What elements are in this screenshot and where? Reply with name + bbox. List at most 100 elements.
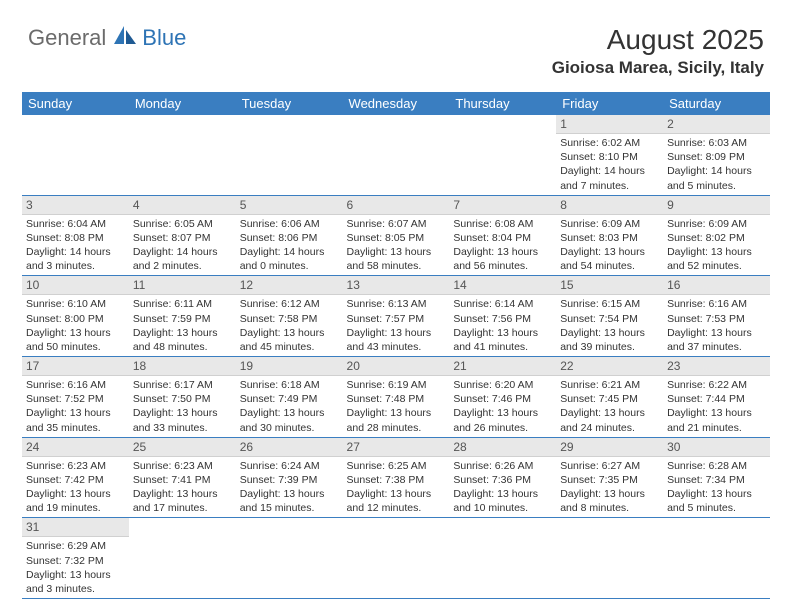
day-number: 20 bbox=[343, 357, 450, 376]
calendar-cell-empty bbox=[449, 115, 556, 195]
location-text: Gioiosa Marea, Sicily, Italy bbox=[552, 58, 764, 78]
day-content: Sunrise: 6:17 AMSunset: 7:50 PMDaylight:… bbox=[129, 376, 236, 437]
calendar-cell: 10Sunrise: 6:10 AMSunset: 8:00 PMDayligh… bbox=[22, 276, 129, 357]
day-number: 30 bbox=[663, 438, 770, 457]
weekday-header: Monday bbox=[129, 92, 236, 115]
weekday-header: Saturday bbox=[663, 92, 770, 115]
calendar-cell-empty bbox=[236, 518, 343, 599]
weekday-header: Wednesday bbox=[343, 92, 450, 115]
brand-text-gray: General bbox=[28, 25, 106, 51]
calendar-cell: 13Sunrise: 6:13 AMSunset: 7:57 PMDayligh… bbox=[343, 276, 450, 357]
calendar-row: 1Sunrise: 6:02 AMSunset: 8:10 PMDaylight… bbox=[22, 115, 770, 195]
calendar-cell: 22Sunrise: 6:21 AMSunset: 7:45 PMDayligh… bbox=[556, 357, 663, 438]
day-content: Sunrise: 6:29 AMSunset: 7:32 PMDaylight:… bbox=[22, 537, 129, 598]
day-number: 27 bbox=[343, 438, 450, 457]
calendar-body: 1Sunrise: 6:02 AMSunset: 8:10 PMDaylight… bbox=[22, 115, 770, 599]
day-number: 7 bbox=[449, 196, 556, 215]
calendar-cell: 2Sunrise: 6:03 AMSunset: 8:09 PMDaylight… bbox=[663, 115, 770, 195]
day-number: 18 bbox=[129, 357, 236, 376]
day-content: Sunrise: 6:26 AMSunset: 7:36 PMDaylight:… bbox=[449, 457, 556, 518]
day-content: Sunrise: 6:14 AMSunset: 7:56 PMDaylight:… bbox=[449, 295, 556, 356]
calendar-cell-empty bbox=[343, 518, 450, 599]
weekday-header: Friday bbox=[556, 92, 663, 115]
calendar-row: 3Sunrise: 6:04 AMSunset: 8:08 PMDaylight… bbox=[22, 195, 770, 276]
day-number: 17 bbox=[22, 357, 129, 376]
day-content: Sunrise: 6:05 AMSunset: 8:07 PMDaylight:… bbox=[129, 215, 236, 276]
header: General Blue August 2025 Gioiosa Marea, … bbox=[0, 0, 792, 86]
day-number: 10 bbox=[22, 276, 129, 295]
day-number: 29 bbox=[556, 438, 663, 457]
brand-text-blue: Blue bbox=[142, 25, 186, 51]
calendar-cell-empty bbox=[236, 115, 343, 195]
calendar-cell: 27Sunrise: 6:25 AMSunset: 7:38 PMDayligh… bbox=[343, 437, 450, 518]
calendar-cell: 12Sunrise: 6:12 AMSunset: 7:58 PMDayligh… bbox=[236, 276, 343, 357]
day-number: 31 bbox=[22, 518, 129, 537]
calendar-cell: 26Sunrise: 6:24 AMSunset: 7:39 PMDayligh… bbox=[236, 437, 343, 518]
day-number: 22 bbox=[556, 357, 663, 376]
day-number: 16 bbox=[663, 276, 770, 295]
weekday-header: Tuesday bbox=[236, 92, 343, 115]
month-title: August 2025 bbox=[552, 24, 764, 56]
day-content: Sunrise: 6:23 AMSunset: 7:42 PMDaylight:… bbox=[22, 457, 129, 518]
day-content: Sunrise: 6:21 AMSunset: 7:45 PMDaylight:… bbox=[556, 376, 663, 437]
calendar-cell: 28Sunrise: 6:26 AMSunset: 7:36 PMDayligh… bbox=[449, 437, 556, 518]
calendar-cell: 18Sunrise: 6:17 AMSunset: 7:50 PMDayligh… bbox=[129, 357, 236, 438]
day-content: Sunrise: 6:02 AMSunset: 8:10 PMDaylight:… bbox=[556, 134, 663, 195]
calendar-table: SundayMondayTuesdayWednesdayThursdayFrid… bbox=[22, 92, 770, 599]
day-content: Sunrise: 6:25 AMSunset: 7:38 PMDaylight:… bbox=[343, 457, 450, 518]
brand-logo: General Blue bbox=[28, 24, 186, 51]
day-content: Sunrise: 6:20 AMSunset: 7:46 PMDaylight:… bbox=[449, 376, 556, 437]
calendar-row: 10Sunrise: 6:10 AMSunset: 8:00 PMDayligh… bbox=[22, 276, 770, 357]
calendar-row: 17Sunrise: 6:16 AMSunset: 7:52 PMDayligh… bbox=[22, 357, 770, 438]
calendar-cell: 30Sunrise: 6:28 AMSunset: 7:34 PMDayligh… bbox=[663, 437, 770, 518]
day-number: 26 bbox=[236, 438, 343, 457]
calendar-cell: 5Sunrise: 6:06 AMSunset: 8:06 PMDaylight… bbox=[236, 195, 343, 276]
day-number: 14 bbox=[449, 276, 556, 295]
day-content: Sunrise: 6:22 AMSunset: 7:44 PMDaylight:… bbox=[663, 376, 770, 437]
day-number: 24 bbox=[22, 438, 129, 457]
weekday-header: Thursday bbox=[449, 92, 556, 115]
weekday-header: Sunday bbox=[22, 92, 129, 115]
day-content: Sunrise: 6:27 AMSunset: 7:35 PMDaylight:… bbox=[556, 457, 663, 518]
calendar-cell: 15Sunrise: 6:15 AMSunset: 7:54 PMDayligh… bbox=[556, 276, 663, 357]
calendar-cell-empty bbox=[129, 115, 236, 195]
day-content: Sunrise: 6:15 AMSunset: 7:54 PMDaylight:… bbox=[556, 295, 663, 356]
day-number: 19 bbox=[236, 357, 343, 376]
day-number: 28 bbox=[449, 438, 556, 457]
day-number: 6 bbox=[343, 196, 450, 215]
calendar-cell: 9Sunrise: 6:09 AMSunset: 8:02 PMDaylight… bbox=[663, 195, 770, 276]
day-content: Sunrise: 6:06 AMSunset: 8:06 PMDaylight:… bbox=[236, 215, 343, 276]
day-content: Sunrise: 6:08 AMSunset: 8:04 PMDaylight:… bbox=[449, 215, 556, 276]
calendar-cell: 7Sunrise: 6:08 AMSunset: 8:04 PMDaylight… bbox=[449, 195, 556, 276]
day-content: Sunrise: 6:04 AMSunset: 8:08 PMDaylight:… bbox=[22, 215, 129, 276]
calendar-cell-empty bbox=[556, 518, 663, 599]
day-content: Sunrise: 6:13 AMSunset: 7:57 PMDaylight:… bbox=[343, 295, 450, 356]
day-content: Sunrise: 6:09 AMSunset: 8:03 PMDaylight:… bbox=[556, 215, 663, 276]
day-number: 21 bbox=[449, 357, 556, 376]
calendar-cell: 29Sunrise: 6:27 AMSunset: 7:35 PMDayligh… bbox=[556, 437, 663, 518]
calendar-cell-empty bbox=[129, 518, 236, 599]
calendar-row: 24Sunrise: 6:23 AMSunset: 7:42 PMDayligh… bbox=[22, 437, 770, 518]
calendar-row: 31Sunrise: 6:29 AMSunset: 7:32 PMDayligh… bbox=[22, 518, 770, 599]
day-number: 9 bbox=[663, 196, 770, 215]
day-content: Sunrise: 6:19 AMSunset: 7:48 PMDaylight:… bbox=[343, 376, 450, 437]
day-content: Sunrise: 6:11 AMSunset: 7:59 PMDaylight:… bbox=[129, 295, 236, 356]
day-content: Sunrise: 6:07 AMSunset: 8:05 PMDaylight:… bbox=[343, 215, 450, 276]
day-content: Sunrise: 6:16 AMSunset: 7:52 PMDaylight:… bbox=[22, 376, 129, 437]
calendar-cell-empty bbox=[343, 115, 450, 195]
day-number: 13 bbox=[343, 276, 450, 295]
day-number: 1 bbox=[556, 115, 663, 134]
calendar-cell: 16Sunrise: 6:16 AMSunset: 7:53 PMDayligh… bbox=[663, 276, 770, 357]
day-number: 23 bbox=[663, 357, 770, 376]
calendar-cell-empty bbox=[449, 518, 556, 599]
day-content: Sunrise: 6:09 AMSunset: 8:02 PMDaylight:… bbox=[663, 215, 770, 276]
calendar-cell: 31Sunrise: 6:29 AMSunset: 7:32 PMDayligh… bbox=[22, 518, 129, 599]
calendar-cell: 8Sunrise: 6:09 AMSunset: 8:03 PMDaylight… bbox=[556, 195, 663, 276]
day-number: 2 bbox=[663, 115, 770, 134]
calendar-cell: 1Sunrise: 6:02 AMSunset: 8:10 PMDaylight… bbox=[556, 115, 663, 195]
day-content: Sunrise: 6:18 AMSunset: 7:49 PMDaylight:… bbox=[236, 376, 343, 437]
day-number: 15 bbox=[556, 276, 663, 295]
day-content: Sunrise: 6:24 AMSunset: 7:39 PMDaylight:… bbox=[236, 457, 343, 518]
calendar-cell: 3Sunrise: 6:04 AMSunset: 8:08 PMDaylight… bbox=[22, 195, 129, 276]
calendar-cell: 25Sunrise: 6:23 AMSunset: 7:41 PMDayligh… bbox=[129, 437, 236, 518]
